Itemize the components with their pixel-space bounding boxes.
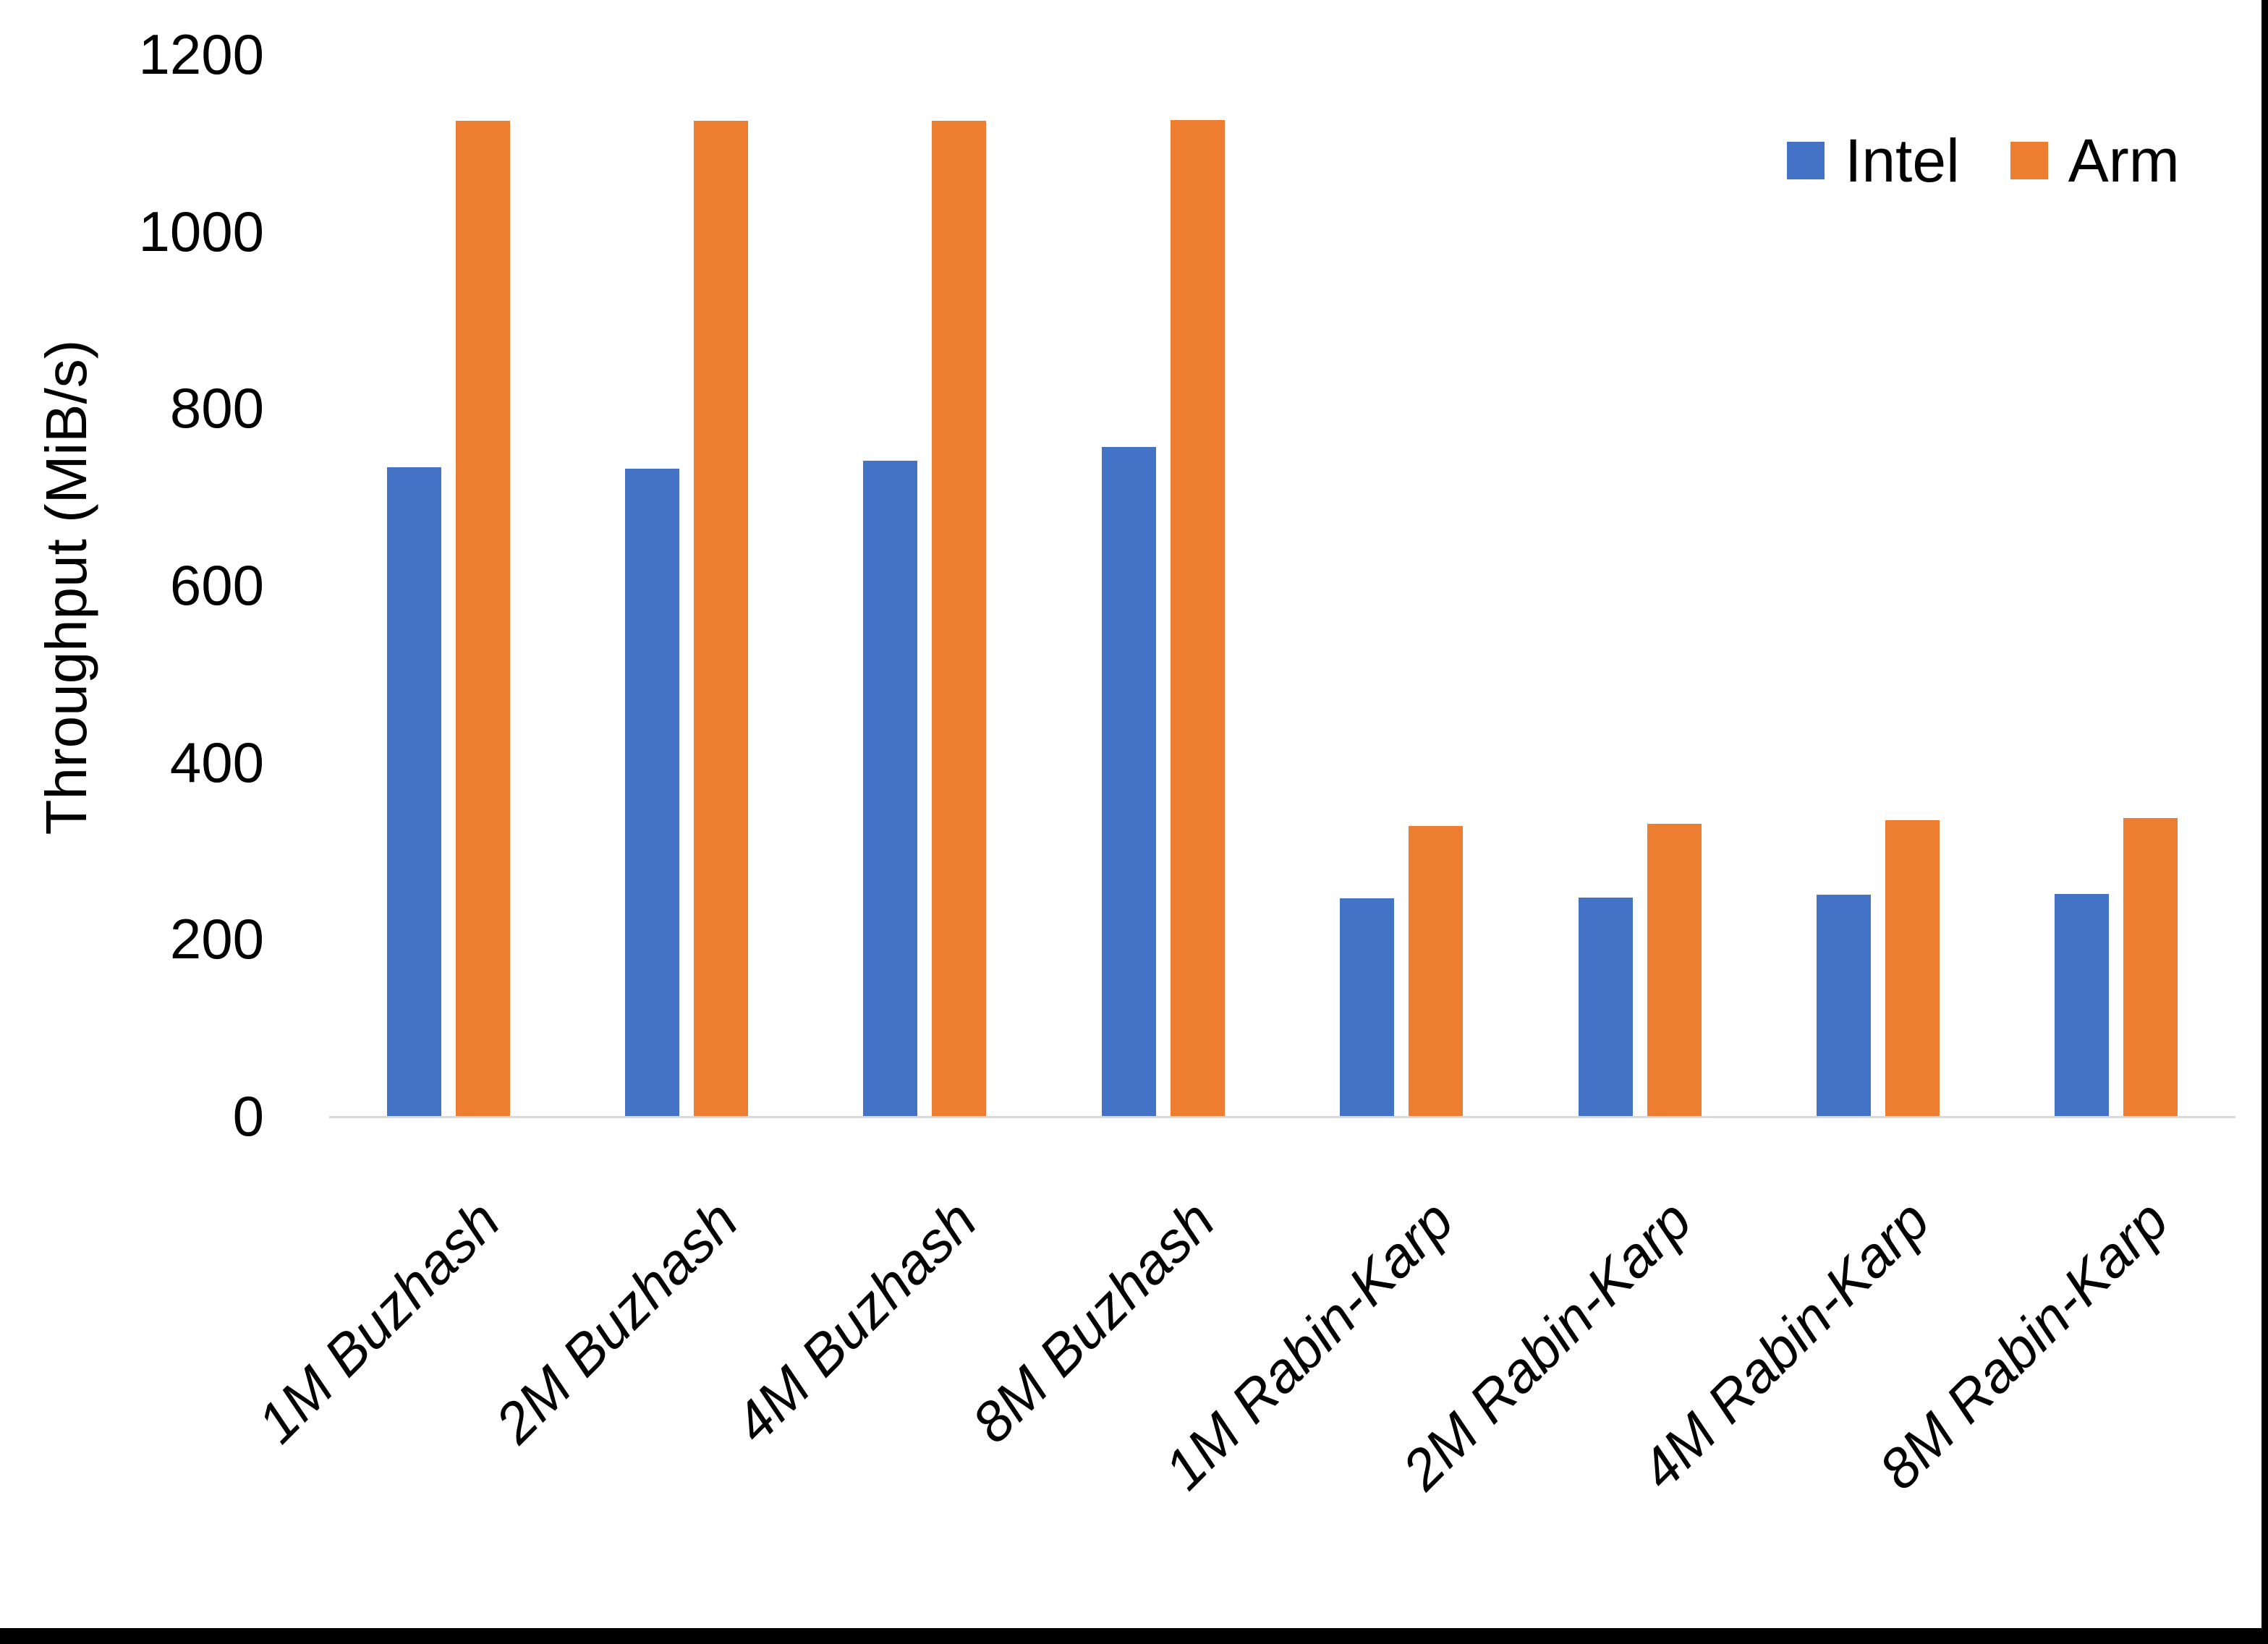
bar-intel-2m-buzhash bbox=[625, 468, 680, 1116]
category-group-4m-buzhash bbox=[806, 54, 1044, 1116]
page-border-bottom bbox=[0, 1628, 2268, 1644]
intel-swatch-icon bbox=[1787, 142, 1825, 179]
legend-label-arm: Arm bbox=[2068, 127, 2180, 195]
bar-arm-8m-rabin-karp bbox=[2123, 817, 2178, 1116]
plot-area bbox=[329, 54, 2235, 1116]
x-axis-category-label: 1M Buzhash bbox=[245, 1188, 512, 1455]
y-tick-label: 400 bbox=[169, 730, 264, 794]
bar-arm-4m-buzhash bbox=[932, 120, 987, 1116]
bar-intel-8m-rabin-karp bbox=[2055, 893, 2110, 1116]
bar-intel-4m-rabin-karp bbox=[1816, 895, 1871, 1116]
y-tick-label: 200 bbox=[169, 907, 264, 971]
x-axis-category-label: 4M Buzhash bbox=[721, 1188, 989, 1455]
y-tick-label: 1000 bbox=[138, 199, 264, 263]
bar-intel-1m-buzhash bbox=[386, 467, 441, 1116]
legend-label-intel: Intel bbox=[1845, 127, 1960, 195]
arm-swatch-icon bbox=[2010, 142, 2048, 179]
y-tick-label: 1200 bbox=[138, 22, 264, 86]
legend: Intel Arm bbox=[1787, 130, 2180, 191]
bar-intel-4m-buzhash bbox=[863, 460, 918, 1116]
category-group-2m-buzhash bbox=[567, 54, 805, 1116]
x-axis-category-label: 2M Buzhash bbox=[483, 1188, 750, 1455]
category-group-8m-rabin-karp bbox=[1997, 54, 2235, 1116]
bar-intel-1m-rabin-karp bbox=[1340, 898, 1395, 1116]
bar-arm-2m-buzhash bbox=[694, 120, 749, 1116]
category-group-4m-rabin-karp bbox=[1759, 54, 1997, 1116]
y-tick-label: 800 bbox=[169, 376, 264, 440]
x-axis-category-label: 8M Buzhash bbox=[959, 1188, 1227, 1455]
category-group-8m-buzhash bbox=[1044, 54, 1282, 1116]
legend-item-arm: Arm bbox=[2010, 130, 2180, 191]
category-group-2m-rabin-karp bbox=[1521, 54, 1759, 1116]
category-group-1m-rabin-karp bbox=[1283, 54, 1521, 1116]
bar-arm-4m-rabin-karp bbox=[1885, 820, 1940, 1116]
bar-intel-8m-buzhash bbox=[1101, 447, 1156, 1116]
bar-intel-2m-rabin-karp bbox=[1578, 897, 1633, 1116]
bar-arm-1m-rabin-karp bbox=[1409, 825, 1464, 1116]
legend-item-intel: Intel bbox=[1787, 130, 1960, 191]
bar-arm-8m-buzhash bbox=[1170, 119, 1225, 1116]
x-axis-line bbox=[329, 1116, 2235, 1118]
y-tick-label: 0 bbox=[232, 1084, 264, 1148]
bar-arm-2m-rabin-karp bbox=[1647, 824, 1702, 1116]
category-group-1m-buzhash bbox=[329, 54, 567, 1116]
page-border-right bbox=[2261, 0, 2268, 1644]
bar-arm-1m-buzhash bbox=[455, 120, 510, 1116]
y-tick-label: 600 bbox=[169, 553, 264, 617]
